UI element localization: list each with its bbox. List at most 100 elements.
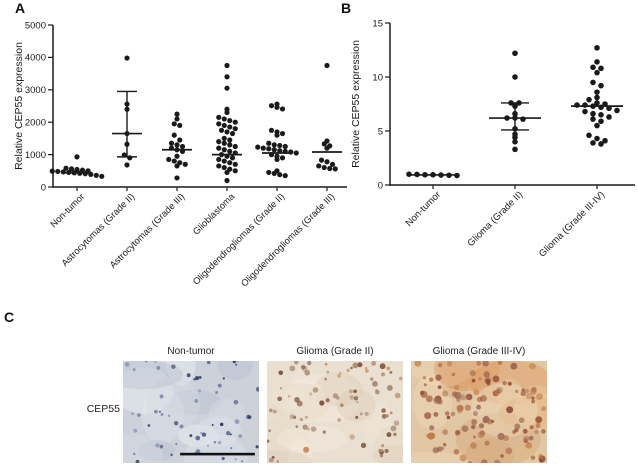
- stain-dot: [179, 424, 184, 429]
- stain-dot: [378, 448, 383, 453]
- stain-dot: [433, 412, 439, 417]
- data-point: [227, 160, 233, 166]
- tissue-patch: [438, 361, 478, 390]
- stain-dot: [267, 439, 270, 443]
- stain-dot: [299, 417, 304, 422]
- stain-dot: [300, 364, 306, 370]
- data-point: [324, 159, 330, 165]
- stain-dot: [484, 440, 490, 446]
- data-point: [582, 108, 588, 115]
- data-point: [227, 142, 233, 148]
- data-point: [216, 114, 222, 120]
- stain-dot: [230, 433, 232, 436]
- stain-dot: [371, 361, 377, 366]
- data-point: [279, 130, 286, 137]
- stain-dot: [432, 447, 439, 454]
- stain-dot: [159, 444, 164, 449]
- data-point: [279, 155, 286, 161]
- tissue-patch: [362, 401, 393, 448]
- stain-dot: [541, 429, 546, 434]
- stain-dot: [306, 427, 310, 431]
- stain-dot: [425, 395, 433, 403]
- stain-dot: [497, 432, 505, 441]
- stain-dot: [483, 371, 490, 378]
- stain-dot: [518, 417, 525, 424]
- stain-dot: [472, 435, 477, 439]
- stain-dot: [437, 385, 442, 390]
- data-point: [93, 172, 99, 178]
- stain-dot: [294, 397, 300, 403]
- stain-dot: [375, 389, 380, 395]
- stain-dot: [326, 370, 330, 374]
- stain-dot: [194, 376, 200, 381]
- stain-dot: [279, 387, 283, 390]
- stain-dot: [268, 408, 273, 413]
- stain-dot: [381, 413, 387, 419]
- y-tick-label: 1000: [25, 150, 46, 161]
- stain-dot: [478, 423, 485, 429]
- stain-dot: [506, 406, 514, 414]
- panel-a-letter: A: [15, 0, 26, 16]
- data-point: [324, 145, 330, 151]
- stain-dot: [255, 445, 259, 449]
- category-label: Oligodendrogliomas (Grade II): [191, 191, 287, 287]
- stain-dot: [350, 366, 353, 370]
- stain-dot: [390, 425, 397, 432]
- data-point: [224, 85, 230, 91]
- tissue-patch: [267, 450, 314, 463]
- data-point: [266, 140, 272, 146]
- stain-dot: [380, 444, 385, 448]
- data-point: [279, 106, 286, 112]
- stain-dot: [346, 368, 350, 373]
- data-point: [232, 143, 238, 150]
- stain-dot: [238, 434, 243, 438]
- stain-dot: [319, 400, 325, 406]
- data-point: [332, 166, 338, 172]
- panel-b-letter: B: [341, 0, 352, 16]
- stain-dot: [194, 398, 199, 403]
- data-point: [255, 144, 261, 150]
- stain-dot: [470, 424, 476, 430]
- data-point: [316, 163, 322, 169]
- scale-bar: [180, 452, 255, 456]
- stain-dot: [464, 404, 471, 411]
- stain-dot: [293, 361, 299, 365]
- stain-dot: [365, 368, 369, 373]
- data-point: [216, 139, 222, 145]
- data-point: [174, 175, 180, 181]
- stain-dot: [453, 449, 460, 455]
- stain-dot: [446, 361, 453, 367]
- ihc-column-label-nontumor: Non-tumor: [167, 346, 215, 357]
- stain-dot: [507, 381, 512, 386]
- data-point: [174, 111, 180, 117]
- y-tick-label: 3000: [25, 85, 46, 96]
- stain-dot: [338, 371, 342, 375]
- data-point: [512, 74, 518, 80]
- stain-dot: [234, 419, 240, 424]
- data-point: [277, 172, 283, 178]
- data-point: [598, 112, 604, 118]
- stain-dot: [472, 411, 478, 417]
- stain-dot: [485, 378, 491, 385]
- tissue-patch: [123, 433, 163, 463]
- data-point: [218, 127, 225, 133]
- stain-dot: [189, 434, 193, 438]
- data-point: [232, 168, 238, 174]
- data-point: [271, 147, 277, 153]
- stain-dot: [131, 412, 135, 416]
- data-point: [512, 139, 518, 145]
- stain-dot: [433, 396, 441, 404]
- stain-dot: [222, 377, 225, 380]
- data-point: [49, 168, 55, 174]
- stain-dot: [514, 423, 521, 430]
- category-label: Oligodendrogliomas (Grade III): [239, 191, 336, 288]
- data-point: [598, 65, 604, 72]
- stain-dot: [423, 383, 427, 387]
- stain-dot: [124, 362, 130, 367]
- data-point: [512, 50, 518, 57]
- stain-dot: [386, 366, 391, 371]
- data-point: [224, 177, 230, 184]
- stain-dot: [414, 361, 422, 367]
- stain-dot: [137, 413, 141, 417]
- tissue-patch: [138, 439, 175, 462]
